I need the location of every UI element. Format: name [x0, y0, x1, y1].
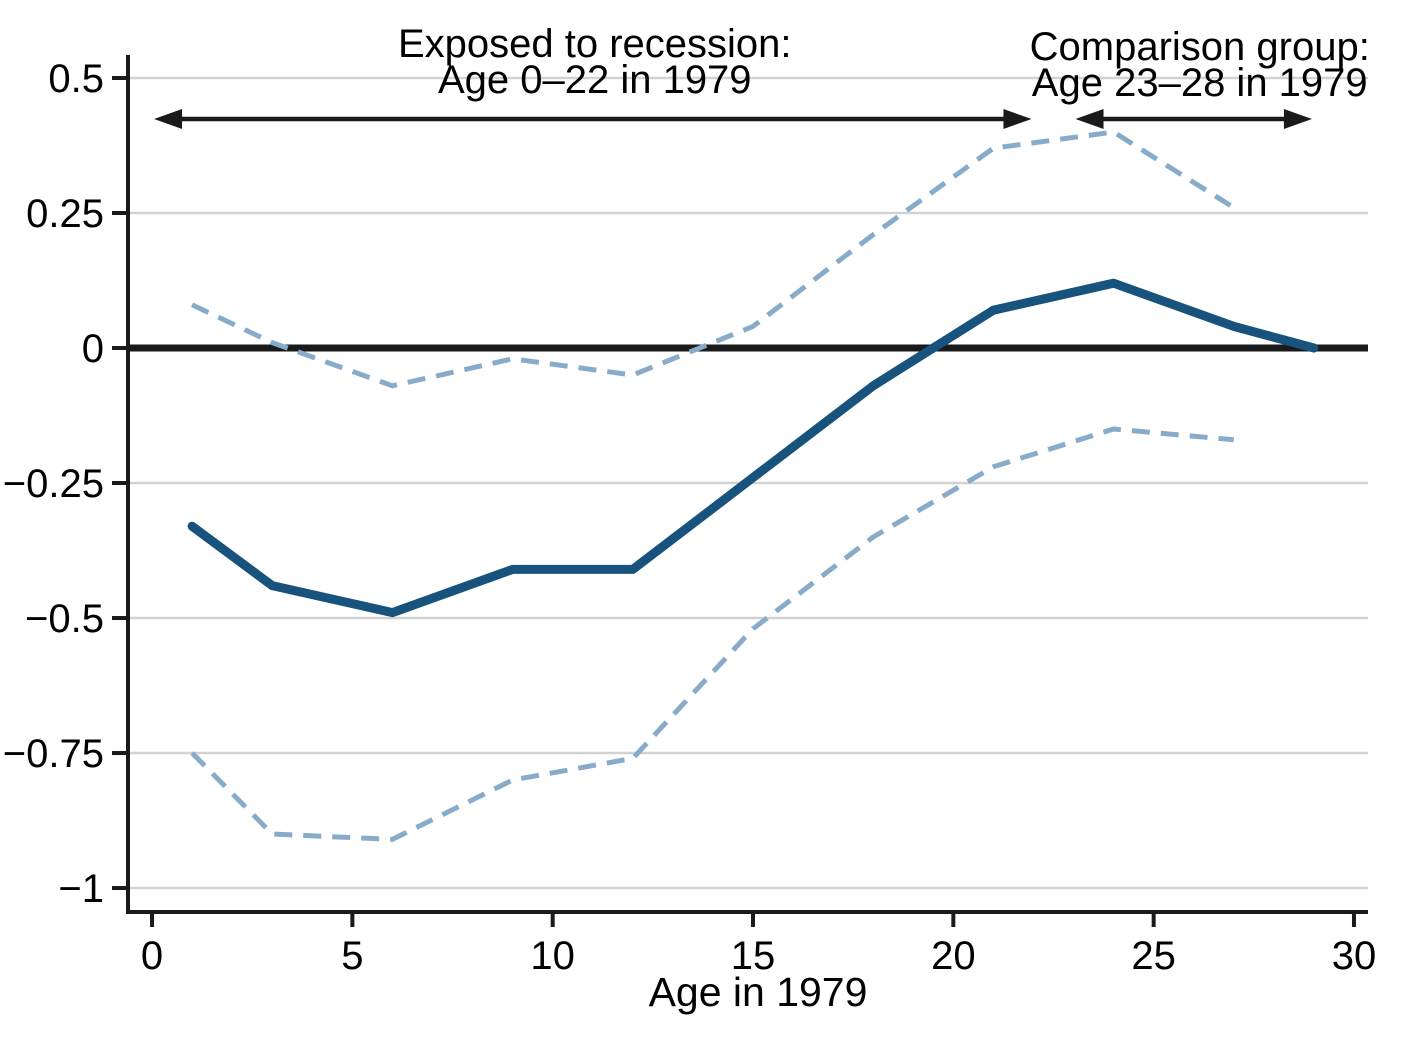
- lower-95ci-line: [190, 426, 1235, 842]
- y-tick-label: −0.75: [3, 732, 104, 776]
- x-tick-label: 10: [530, 934, 575, 978]
- y-tick-label: −1: [58, 867, 104, 911]
- y-tick-label: 0.25: [26, 192, 104, 236]
- x-tick-label: 30: [1332, 934, 1377, 978]
- y-tick-label: 0.5: [48, 57, 104, 101]
- x-tick-label: 0: [141, 934, 163, 978]
- upper-95ci-line: [191, 129, 1236, 389]
- x-tick-label: 25: [1131, 934, 1176, 978]
- x-tick-label: 20: [931, 934, 976, 978]
- estimate-line: [187, 278, 1319, 618]
- comparison-group-label: Age 23–28 in 1979: [1032, 61, 1368, 105]
- exposed-group-arrowhead-left-icon: [154, 109, 183, 129]
- x-axis-title: Age in 1979: [649, 969, 868, 1015]
- y-tick-label: −0.25: [3, 462, 104, 506]
- exposed-group-label: Age 0–22 in 1979: [438, 58, 752, 102]
- exposed-group-label: Exposed to recession:: [398, 22, 792, 66]
- y-tick-label: 0: [82, 327, 104, 371]
- y-tick-label: −0.5: [25, 597, 104, 641]
- comparison-group-arrowhead-left-icon: [1075, 109, 1104, 129]
- x-tick-label: 15: [731, 934, 776, 978]
- x-tick-label: 5: [341, 934, 363, 978]
- comparison-group-arrowhead-right-icon: [1283, 109, 1312, 129]
- exposed-group-arrowhead-right-icon: [1003, 109, 1032, 129]
- comparison-group-label: Comparison group:: [1030, 25, 1370, 69]
